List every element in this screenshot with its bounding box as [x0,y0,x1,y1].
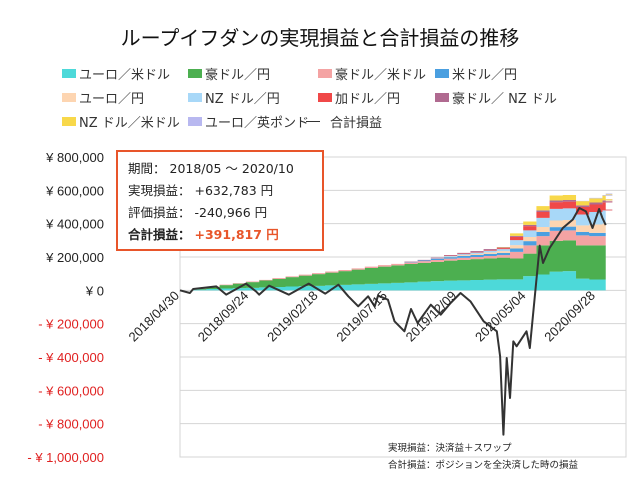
legend-swatch [62,117,76,126]
legend-item: ユーロ／円 [62,88,144,107]
total-row: 合計損益： +391,817 円 [128,224,322,246]
legend-label: 豪ドル／ NZ ドル [452,92,557,107]
legend-swatch [318,93,332,102]
legend-item: NZ ドル／円 [188,88,280,107]
legend-label: 豪ドル／米ドル [335,68,427,83]
plot-border [179,156,627,458]
legend-label: ユーロ／英ポンド [205,116,310,131]
y-tick-label: - ¥ 200,000 [38,317,104,332]
stack-area-ユーロ／米ドル [180,271,613,291]
legend-label: 合計損益 [330,116,383,131]
x-tick-label: 2019/07/15 [333,288,390,345]
legend-item: ユーロ／英ポンド [188,112,309,131]
y-tick-label: ¥ 200,000 [45,250,104,265]
y-tick-label: ¥ 600,000 [45,183,104,198]
legend-item: 豪ドル／円 [188,64,270,83]
y-tick-label: - ¥ 400,000 [38,350,104,365]
y-tick-label: - ¥ 600,000 [38,383,104,398]
legend-item: 豪ドル／ NZ ドル [435,88,557,107]
unrealized-row: 評価損益： -240,966 円 [128,202,322,224]
footnote-realized: 実現損益：決済益＋スワップ [388,443,512,454]
legend-swatch [62,93,76,102]
unrealized-value: -240,966 円 [194,205,268,220]
x-tick-label: 2018/04/30 [125,288,182,345]
legend-label: ユーロ／米ドル [79,68,171,83]
y-tick-label: ¥ 400,000 [45,217,104,232]
legend-label: NZ ドル／円 [205,92,280,107]
legend-label: NZ ドル／米ドル [79,116,180,131]
x-tick-label: 2019/12/09 [403,288,460,345]
realized-value: +632,783 円 [194,183,274,198]
stack-area-NZ ドル／円 [180,208,613,291]
legend-label: 米ドル／円 [452,68,518,83]
legend-swatch [318,69,332,78]
legend-line-swatch [306,121,320,122]
legend-swatch [435,69,449,78]
legend-label: 加ドル／円 [335,92,401,107]
legend-label: ユーロ／円 [79,92,145,107]
period-label: 期間： [128,161,166,176]
chart-title: ループイフダンの実現損益と合計損益の推移 [120,26,520,50]
y-tick-label: - ¥ 800,000 [38,417,104,432]
y-tick-label: ¥ 0 [85,283,104,298]
legend-item: 加ドル／円 [318,88,400,107]
x-tick-label: 2018/09/24 [195,288,252,345]
legend-swatch [188,93,202,102]
legend-swatch [188,117,202,126]
unrealized-label: 評価損益： [128,205,191,220]
stack-area-豪ドル／米ドル [180,230,613,291]
legend-item: NZ ドル／米ドル [62,112,180,131]
y-tick-label: - ¥ 1,000,000 [27,450,104,465]
total-pl-line [179,207,607,436]
x-tick-label: 2020/09/28 [541,288,598,345]
period-row: 期間： 2018/05 ～ 2020/10 [128,158,322,180]
total-value: +391,817 円 [194,227,279,242]
legend-swatch [188,69,202,78]
realized-label: 実現損益： [128,183,191,198]
period-value: 2018/05 ～ 2020/10 [169,161,294,176]
legend-item: ユーロ／米ドル [62,64,170,83]
legend-item: 合計損益 [302,112,382,131]
footnote-total: 合計損益：ポジションを全決済した時の損益 [388,460,579,471]
legend-item: 豪ドル／米ドル [318,64,426,83]
total-label: 合計損益： [128,227,191,242]
y-tick-label: ¥ 800,000 [45,150,104,165]
x-tick-label: 2019/02/18 [264,288,321,345]
summary-box: 期間： 2018/05 ～ 2020/10 実現損益： +632,783 円 評… [116,150,324,251]
legend-swatch [62,69,76,78]
legend-item: 米ドル／円 [435,64,517,83]
legend-swatch [435,93,449,102]
realized-row: 実現損益： +632,783 円 [128,180,322,202]
legend-label: 豪ドル／円 [205,68,271,83]
